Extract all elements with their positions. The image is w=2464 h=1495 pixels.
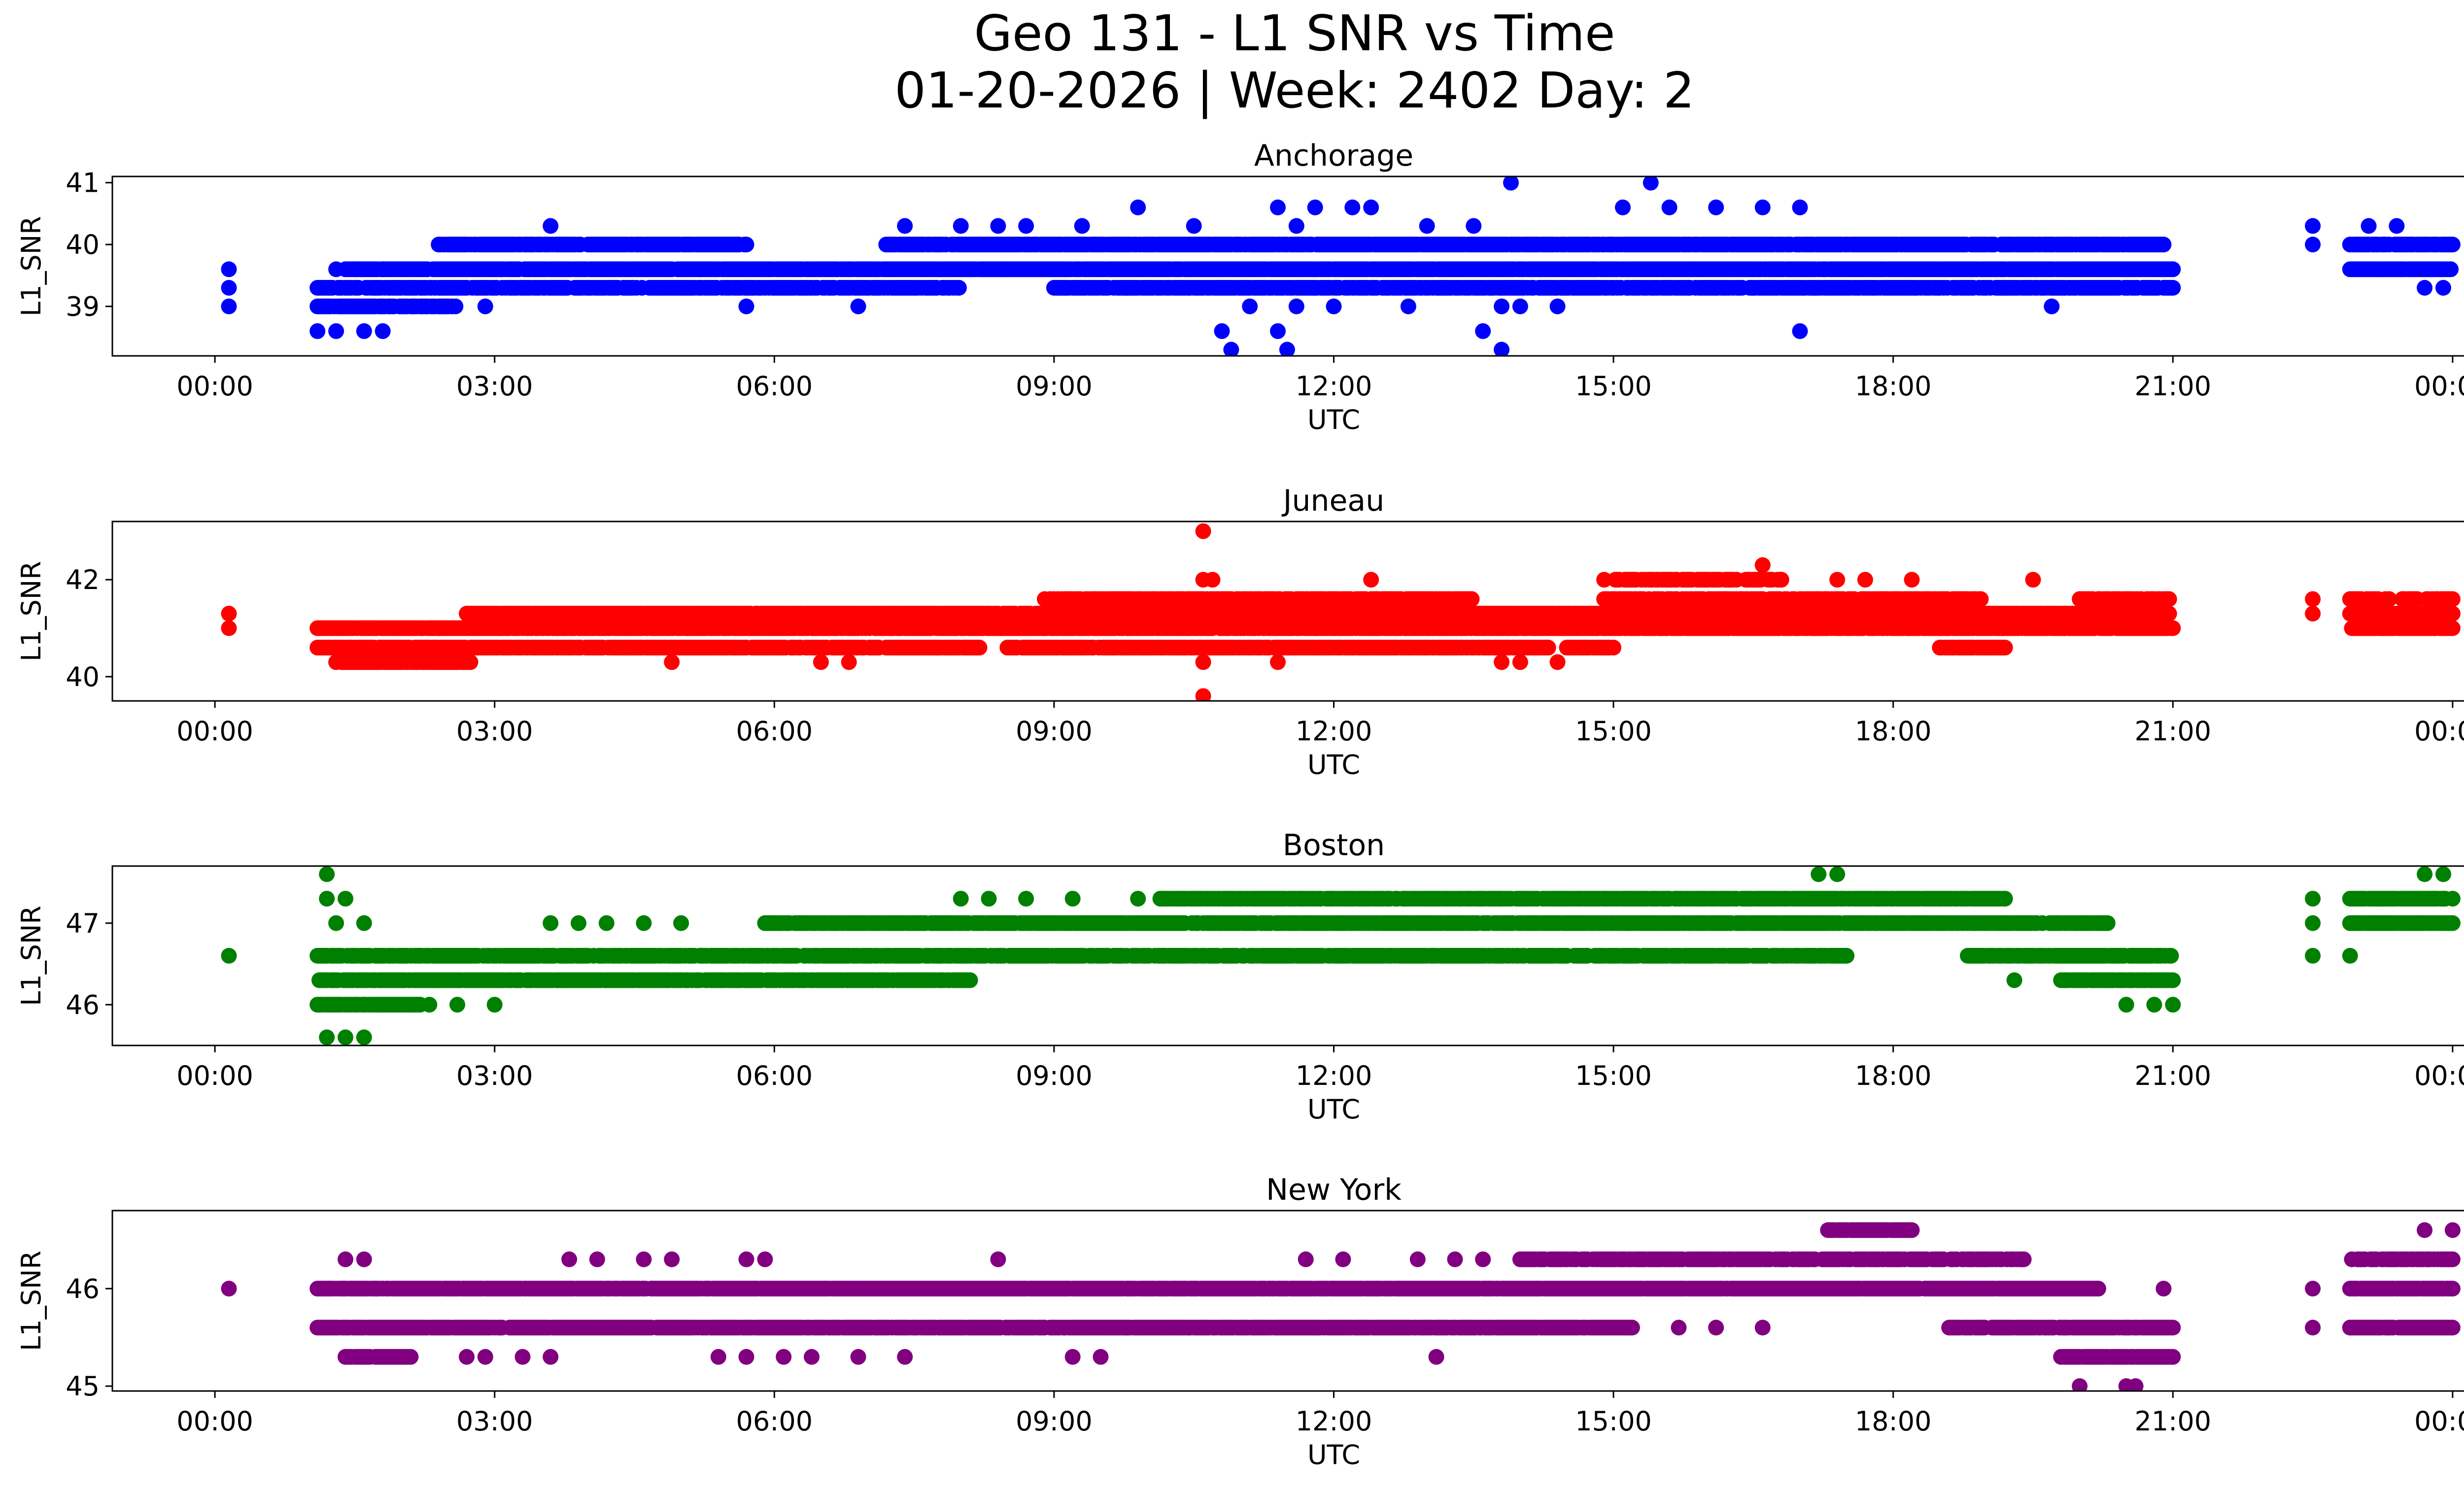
x-tick-label: 06:00 bbox=[736, 371, 813, 402]
data-point bbox=[990, 218, 1006, 234]
data-point bbox=[1792, 323, 1808, 339]
data-point bbox=[1494, 298, 1510, 314]
data-point bbox=[328, 261, 344, 278]
data-point bbox=[1279, 342, 1295, 356]
x-tick-label: 00:00 bbox=[2414, 371, 2464, 402]
y-tick-label: 40 bbox=[66, 229, 100, 260]
figure-title-line2: 01-20-2026 | Week: 2402 Day: 2 bbox=[894, 62, 1694, 119]
data-point bbox=[1270, 323, 1286, 339]
data-points bbox=[221, 176, 2461, 356]
data-point bbox=[346, 261, 363, 278]
data-point bbox=[447, 298, 464, 314]
data-point bbox=[1494, 342, 1510, 356]
data-point bbox=[1400, 298, 1416, 314]
data-point bbox=[2305, 237, 2321, 253]
data-point bbox=[2156, 237, 2172, 253]
data-point bbox=[1540, 639, 1556, 656]
data-point bbox=[375, 261, 391, 278]
data-point bbox=[2435, 279, 2451, 296]
data-point bbox=[1074, 218, 1090, 234]
data-point bbox=[1503, 176, 1519, 191]
data-point bbox=[1018, 218, 1034, 234]
data-point bbox=[2444, 237, 2461, 253]
data-point bbox=[221, 279, 237, 296]
data-point bbox=[1288, 218, 1304, 234]
data-point bbox=[1615, 199, 1631, 215]
data-point bbox=[1466, 218, 1482, 234]
x-tick-label: 15:00 bbox=[1575, 371, 1652, 402]
data-point bbox=[738, 298, 754, 314]
data-point bbox=[2305, 218, 2321, 234]
data-point bbox=[221, 261, 237, 278]
data-point bbox=[462, 654, 479, 670]
data-point bbox=[328, 323, 344, 339]
x-tick-label: 12:00 bbox=[1296, 371, 1372, 402]
data-point bbox=[1326, 298, 1342, 314]
x-tick-label: 00:00 bbox=[176, 371, 253, 402]
data-point bbox=[738, 237, 754, 253]
data-point bbox=[1344, 199, 1361, 215]
data-point bbox=[1820, 279, 1836, 296]
data-point bbox=[1223, 342, 1239, 356]
data-point bbox=[2443, 261, 2459, 278]
y-tick-label: 39 bbox=[66, 291, 100, 322]
data-point bbox=[1512, 298, 1528, 314]
data-point bbox=[543, 218, 559, 234]
data-point bbox=[1288, 298, 1304, 314]
data-point bbox=[2389, 218, 2405, 234]
data-point bbox=[1708, 279, 1724, 296]
data-point bbox=[2444, 620, 2461, 636]
data-point bbox=[2165, 620, 2181, 636]
data-point bbox=[1307, 199, 1323, 215]
data-point bbox=[897, 218, 913, 234]
data-point bbox=[1792, 199, 1808, 215]
data-point bbox=[2165, 261, 2181, 278]
figure-title-line1: Geo 131 - L1 SNR vs Time bbox=[974, 4, 1615, 62]
data-point bbox=[1606, 639, 1622, 656]
data-point bbox=[2044, 298, 2060, 314]
data-point bbox=[477, 298, 493, 314]
data-point bbox=[1363, 199, 1379, 215]
x-tick-label: 18:00 bbox=[1855, 371, 1932, 402]
data-point bbox=[1661, 199, 1677, 215]
x-tick-label: 09:00 bbox=[1016, 371, 1093, 402]
data-point bbox=[1475, 323, 1491, 339]
data-point bbox=[1419, 218, 1435, 234]
data-point bbox=[971, 639, 988, 656]
data-point bbox=[1242, 298, 1258, 314]
data-point bbox=[1997, 639, 2013, 656]
data-point bbox=[1643, 176, 1659, 191]
x-axis-label: UTC bbox=[1307, 404, 1360, 435]
data-point bbox=[2417, 279, 2433, 296]
data-point bbox=[1130, 199, 1146, 215]
data-points bbox=[221, 523, 2461, 701]
data-point bbox=[1549, 298, 1566, 314]
panel-title: Anchorage bbox=[1254, 139, 1413, 173]
data-point bbox=[850, 298, 866, 314]
data-point bbox=[356, 323, 372, 339]
x-tick-label: 03:00 bbox=[456, 371, 533, 402]
data-point bbox=[309, 323, 326, 339]
y-tick-label: 41 bbox=[66, 168, 100, 199]
data-point bbox=[221, 298, 237, 314]
data-point bbox=[1270, 199, 1286, 215]
y-axis-label: L1_SNR bbox=[16, 216, 47, 316]
x-tick-label: 21:00 bbox=[2134, 371, 2211, 402]
data-point bbox=[2361, 218, 2377, 234]
data-point bbox=[1708, 199, 1724, 215]
data-point bbox=[375, 323, 391, 339]
data-point bbox=[951, 279, 967, 296]
data-point bbox=[953, 218, 969, 234]
data-point bbox=[2165, 279, 2181, 296]
panel-title: Juneau bbox=[1281, 484, 1384, 518]
data-point bbox=[1214, 323, 1230, 339]
chart-panel-anchorage: Anchorage 00:00 03:00 06:00 09:00 12:00 15:00 1… bbox=[16, 139, 2464, 435]
data-point bbox=[1754, 199, 1771, 215]
data-point bbox=[1186, 218, 1202, 234]
